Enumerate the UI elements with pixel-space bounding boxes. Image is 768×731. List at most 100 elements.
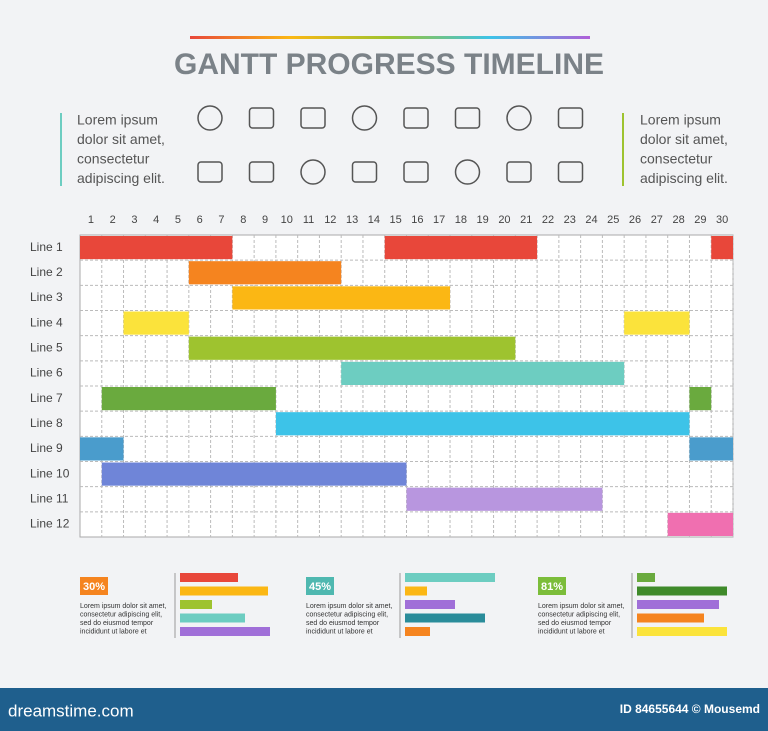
mini-bar — [637, 627, 727, 636]
gantt-bar — [667, 512, 733, 536]
block-text: incididunt ut labore et — [80, 628, 147, 635]
gantt-bar — [406, 487, 603, 511]
badge — [538, 577, 566, 595]
x-tick-label: 3 — [131, 214, 137, 226]
mini-bar — [405, 586, 427, 596]
mini-bar — [405, 627, 430, 636]
x-tick-label: 21 — [520, 214, 532, 226]
y-tick-label: Line 6 — [30, 366, 63, 380]
mini-bar — [180, 627, 270, 636]
gantt-bar — [232, 286, 451, 310]
x-tick-label: 28 — [672, 214, 684, 226]
gantt-bar — [101, 387, 276, 411]
block-text: sed do eiusmod tempor — [80, 620, 154, 627]
side-text: consectetur — [77, 151, 150, 167]
icons — [197, 105, 584, 185]
y-tick-label: Line 10 — [30, 466, 70, 480]
gantt-bar — [188, 261, 342, 285]
x-tick-label: 25 — [607, 214, 619, 226]
mini-bar — [180, 586, 268, 596]
title-rule — [190, 36, 590, 39]
x-tick-label: 4 — [153, 214, 159, 226]
x-tick-label: 24 — [585, 214, 597, 226]
mini-bar — [180, 613, 245, 623]
y-tick-label: Line 9 — [30, 441, 63, 455]
y-tick-label: Line 2 — [30, 265, 63, 279]
gantt-bar — [341, 361, 625, 385]
y-tick-label: Line 5 — [30, 340, 63, 354]
icon — [557, 161, 584, 183]
block-text: Lorem ipsum dolor sit amet, — [538, 603, 624, 610]
gantt-bar — [275, 412, 690, 436]
icon — [197, 161, 223, 183]
mini-bar — [405, 573, 495, 582]
icon — [300, 159, 326, 185]
x-tick-label: 9 — [262, 214, 268, 226]
y-tick-label: Line 11 — [30, 491, 69, 505]
block-text: sed do eiusmod tempor — [306, 620, 380, 627]
gantt-bar — [188, 336, 516, 360]
side-text: dolor sit amet, — [640, 131, 728, 147]
side-text: adipiscing elit. — [640, 170, 728, 186]
x-tick-label: 29 — [694, 214, 706, 226]
block-text: sed do eiusmod tempor — [538, 620, 612, 627]
x-tick-label: 8 — [240, 214, 246, 226]
icon — [403, 107, 429, 129]
x-tick-label: 23 — [564, 214, 576, 226]
gantt-bar — [80, 437, 124, 461]
y-tick-label: Line 4 — [30, 315, 63, 329]
mini-bar — [637, 573, 655, 582]
gantt-bar — [689, 437, 733, 461]
side-text: consectetur — [640, 151, 713, 167]
y-tick-label: Line 8 — [30, 416, 63, 430]
icon — [248, 107, 275, 129]
x-tick-label: 2 — [110, 214, 116, 226]
x-tick-label: 19 — [477, 214, 489, 226]
block-text: Lorem ipsum dolor sit amet, — [306, 603, 392, 610]
x-tick-label: 12 — [324, 214, 336, 226]
icon — [454, 107, 481, 129]
x-tick-label: 7 — [218, 214, 224, 226]
gantt-bar — [384, 236, 538, 260]
footer-credit: ID 84655644 © Mousemd — [620, 702, 760, 716]
mini-bar — [180, 600, 212, 609]
title: GANTT PROGRESS TIMELINE — [174, 48, 604, 81]
icon — [197, 105, 223, 131]
x-tick-label: 10 — [281, 214, 293, 226]
mini-bar — [405, 613, 485, 623]
gantt-bar — [80, 236, 233, 260]
y-tick-label: Line 12 — [30, 517, 70, 531]
x-tick-label: 14 — [368, 214, 380, 226]
mini-bar — [637, 613, 704, 623]
x-tick-label: 5 — [175, 214, 181, 226]
x-tick-label: 20 — [498, 214, 510, 226]
x-tick-label: 13 — [346, 214, 358, 226]
y-tick-label: Line 1 — [30, 240, 63, 254]
gantt-bar — [711, 236, 733, 260]
block-text: consectetur adipiscing elit, — [306, 611, 388, 618]
side-text: dolor sit amet, — [77, 131, 165, 147]
mini-bar — [180, 573, 238, 582]
badge-text: 81% — [541, 581, 563, 593]
block-text: incididunt ut labore et — [306, 628, 373, 635]
badge-text: 45% — [309, 581, 331, 593]
footer-bar — [0, 688, 768, 731]
icon — [454, 159, 481, 185]
x-tick-label: 11 — [303, 214, 314, 226]
icon — [506, 161, 532, 183]
x-tick-label: 16 — [411, 214, 423, 226]
block-text: consectetur adipiscing elit, — [538, 611, 620, 618]
y-tick-label: Line 7 — [30, 391, 63, 405]
block-text: incididunt ut labore et — [538, 628, 605, 635]
left-rule — [60, 113, 62, 186]
badge — [306, 577, 334, 595]
x-tick-label: 27 — [651, 214, 663, 226]
x-tick-label: 6 — [197, 214, 203, 226]
side-text: Lorem ipsum — [77, 112, 158, 128]
gantt-bar — [689, 387, 712, 411]
gantt-bar — [123, 311, 189, 335]
icon — [506, 105, 532, 131]
icon — [557, 107, 584, 129]
footer-site: dreamstime.com — [8, 701, 134, 720]
